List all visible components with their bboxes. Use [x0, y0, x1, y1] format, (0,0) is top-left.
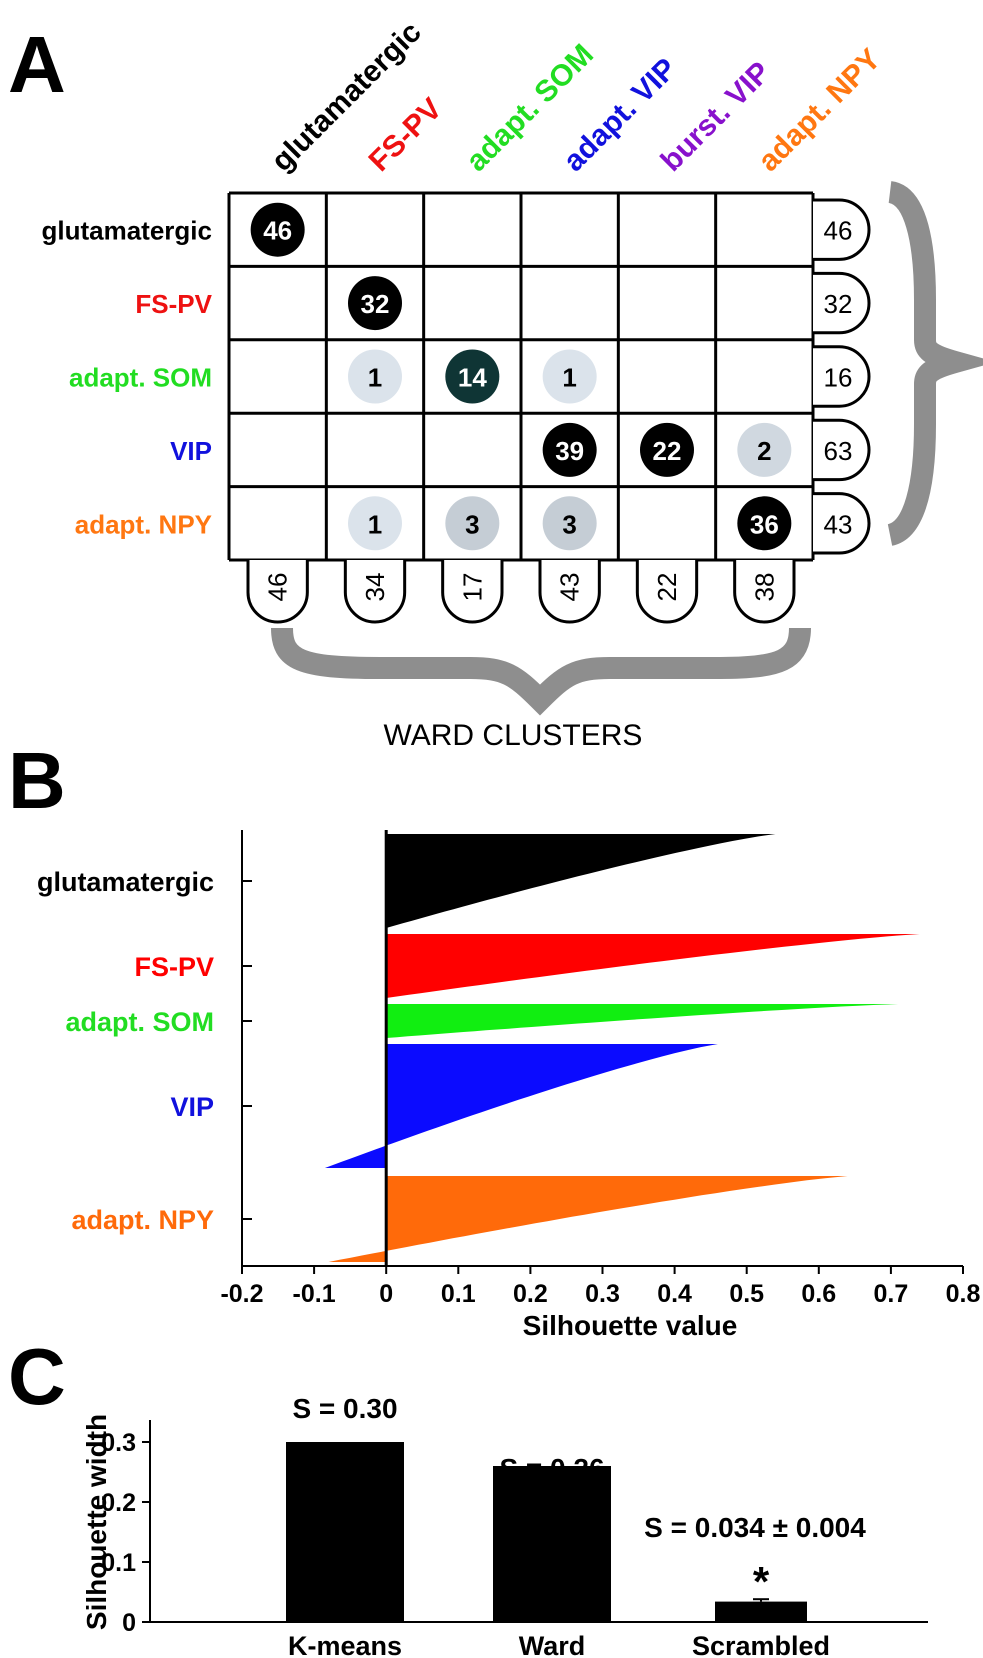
silhouette-width-ylabel: Silhouette width: [81, 1414, 112, 1630]
group-label: VIP: [170, 1092, 214, 1122]
x-tick-label: 0.2: [513, 1280, 548, 1308]
x-tick-label: 0.6: [801, 1280, 836, 1308]
row-total-value: 46: [824, 216, 853, 246]
cell-count-value: 1: [368, 509, 382, 539]
group-label: adapt. NPY: [71, 1205, 214, 1235]
row-total-tab: [813, 345, 871, 408]
row-total-value: 16: [824, 363, 853, 393]
silhouette-width-bar-chart: Silhouette width S = 0.30 S = 0.26 S = 0…: [81, 1393, 928, 1658]
cell-count-circle: [348, 276, 402, 331]
annotation-scrambled: S = 0.034 ± 0.004: [644, 1512, 866, 1543]
cell-count-circle: [737, 496, 792, 551]
cell-count-value: 3: [465, 509, 479, 539]
y-tick-label: 0.1: [101, 1549, 136, 1577]
row-total-value: 32: [824, 289, 853, 319]
column-total-tab: [441, 560, 504, 624]
confusion-matrix: WARD CLUSTERS glutamatergic FS-PV adapt. S…: [42, 16, 983, 752]
row-total-tab: [813, 198, 871, 261]
x-tick-label: 0.1: [441, 1280, 476, 1308]
bar: [286, 1442, 404, 1622]
cell-count-circle: [445, 349, 500, 404]
cell-count-value: 32: [361, 289, 390, 319]
group-label: FS-PV: [134, 952, 214, 982]
column-header: FS-PV: [363, 92, 449, 178]
silhouette-band: [386, 934, 920, 998]
cell-count-circle: [250, 202, 305, 257]
annotation-kmeans: S = 0.30: [292, 1393, 397, 1424]
y-tick-label: 0.3: [101, 1429, 136, 1457]
group-label: glutamatergic: [37, 867, 214, 897]
y-tick-label: 0: [122, 1609, 136, 1637]
bar: [715, 1601, 807, 1622]
column-total-tab: [343, 560, 407, 624]
x-tick-label: K-means: [288, 1631, 402, 1658]
x-tick-label: Scrambled: [692, 1631, 830, 1658]
column-total-tab: [635, 560, 699, 624]
bar: [493, 1466, 611, 1622]
cell-count-value: 39: [555, 436, 584, 466]
silhouette-band: [324, 1044, 718, 1168]
group-label: adapt. SOM: [65, 1007, 214, 1037]
column-total-value: 46: [263, 573, 293, 602]
cell-count-circle: [542, 496, 597, 551]
row-total-tab: [813, 418, 871, 482]
cell-count-value: 1: [368, 363, 382, 393]
silhouette-band: [328, 1176, 848, 1262]
cell-count-value: 46: [263, 216, 292, 246]
silhouette-xlabel: Silhouette value: [523, 1310, 738, 1341]
silhouette-band: [386, 834, 776, 928]
cell-count-value: 1: [562, 363, 576, 393]
row-label: adapt. SOM: [69, 363, 212, 393]
cell-count-circle: [348, 349, 402, 404]
cell-count-value: 2: [757, 436, 771, 466]
row-brace: [886, 181, 983, 546]
row-total-tab: [813, 271, 871, 335]
column-total-value: 22: [652, 573, 682, 602]
row-label: FS-PV: [135, 289, 212, 319]
row-label: glutamatergic: [42, 216, 213, 246]
x-tick-label: 0.4: [657, 1280, 692, 1308]
x-tick-label: 0: [379, 1280, 393, 1308]
column-total-value: 43: [555, 573, 585, 602]
column-total-value: 38: [749, 573, 779, 602]
row-total-value: 63: [824, 436, 853, 466]
cell-count-circle: [737, 422, 792, 477]
x-tick-label: Ward: [519, 1631, 586, 1658]
x-tick-label: 0.5: [729, 1280, 764, 1308]
silhouette-plot: Silhouette value glutamatergic FS-PV adapt…: [37, 830, 981, 1341]
cell-count-circle: [348, 496, 402, 551]
silhouette-band: [386, 1004, 899, 1038]
row-label: adapt. NPY: [75, 509, 212, 539]
cell-count-value: 14: [458, 363, 487, 393]
row-total-value: 43: [824, 509, 853, 539]
x-tick-label: -0.2: [220, 1280, 263, 1308]
ward-clusters-label: WARD CLUSTERS: [384, 719, 643, 752]
column-header: adapt. NPY: [752, 43, 887, 178]
panel-label-b: B: [8, 736, 66, 825]
x-tick-label: 0.8: [946, 1280, 981, 1308]
row-total-tab: [813, 492, 871, 555]
panel-label-c: C: [8, 1332, 66, 1421]
x-tick-label: 0.7: [874, 1280, 909, 1308]
column-total-tab: [538, 560, 601, 624]
column-total-tab: [733, 560, 796, 624]
significance-star: *: [753, 1558, 770, 1605]
row-label: VIP: [170, 436, 212, 466]
column-brace: [271, 627, 811, 716]
cell-count-circle: [445, 496, 500, 551]
column-total-value: 17: [457, 573, 487, 602]
cell-count-circle: [640, 422, 694, 477]
column-total-value: 34: [360, 573, 390, 602]
column-total-tab: [246, 560, 309, 624]
cell-count-circle: [542, 349, 597, 404]
cell-count-value: 36: [750, 509, 779, 539]
cell-count-circle: [542, 422, 597, 477]
y-tick-label: 0.2: [101, 1489, 136, 1517]
panel-label-a: A: [8, 20, 66, 109]
cell-count-value: 3: [562, 509, 576, 539]
x-tick-label: 0.3: [585, 1280, 620, 1308]
x-tick-label: -0.1: [293, 1280, 336, 1308]
cell-count-value: 22: [653, 436, 682, 466]
